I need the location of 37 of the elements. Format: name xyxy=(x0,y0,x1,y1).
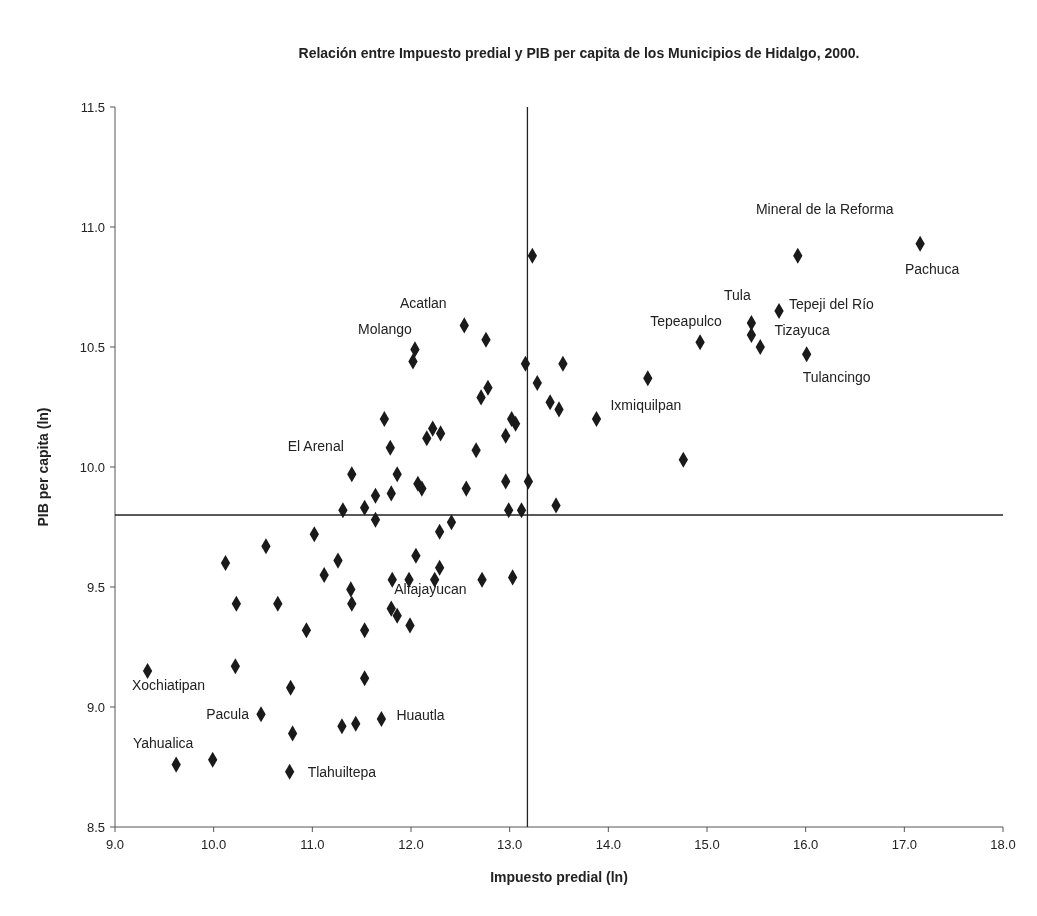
y-tick-label: 10.5 xyxy=(79,339,105,355)
annotation: Pachuca xyxy=(904,260,960,277)
x-tick-label: 9.0 xyxy=(105,837,125,852)
annotation: Ixmiquilpan xyxy=(610,396,682,413)
y-tick-label: 9.0 xyxy=(86,699,105,715)
annotation: Alfajayucan xyxy=(394,580,467,597)
y-tick-label: 8.5 xyxy=(86,819,105,835)
x-tick-label: 14.0 xyxy=(595,837,621,852)
y-tick-label: 10.0 xyxy=(79,459,105,475)
annotation: Acatlan xyxy=(399,295,447,312)
annotation: Molango xyxy=(358,321,413,338)
annotation: Mineral de la Reforma xyxy=(755,200,894,217)
x-tick-label: 18.0 xyxy=(990,837,1016,852)
annotation: Xochiatipan xyxy=(131,676,206,693)
annotation: Tepeji del Río xyxy=(789,295,875,312)
x-tick-label: 17.0 xyxy=(891,837,917,852)
annotation: Yahualica xyxy=(132,734,194,751)
x-tick-label: 15.0 xyxy=(694,837,720,852)
x-tick-label: 16.0 xyxy=(793,837,819,852)
x-axis-title: Impuesto predial (ln) xyxy=(490,869,628,885)
y-tick-label: 11.5 xyxy=(80,99,105,115)
annotation: Tulancingo xyxy=(802,369,871,386)
annotation: Tlahuiltepa xyxy=(307,763,377,780)
annotation: Tepeapulco xyxy=(650,313,723,330)
annotation: Tula xyxy=(724,286,751,303)
y-axis-title: PIB per capita (ln) xyxy=(35,407,51,527)
y-tick-label: 9.5 xyxy=(86,579,105,595)
x-tick-label: 13.0 xyxy=(497,837,523,852)
annotation: El Arenal xyxy=(287,438,344,455)
annotation: Tizayuca xyxy=(774,321,831,338)
x-tick-label: 11.0 xyxy=(300,837,325,852)
annotation: Pacula xyxy=(206,706,250,723)
y-tick-label: 11.0 xyxy=(80,219,105,235)
x-tick-label: 10.0 xyxy=(201,837,227,852)
chart-title: Relación entre Impuesto predial y PIB per capita de los Municipios de Hidalgo, 2000. xyxy=(298,45,860,61)
x-tick-label: 12.0 xyxy=(398,837,424,852)
annotation: Huautla xyxy=(396,706,445,723)
